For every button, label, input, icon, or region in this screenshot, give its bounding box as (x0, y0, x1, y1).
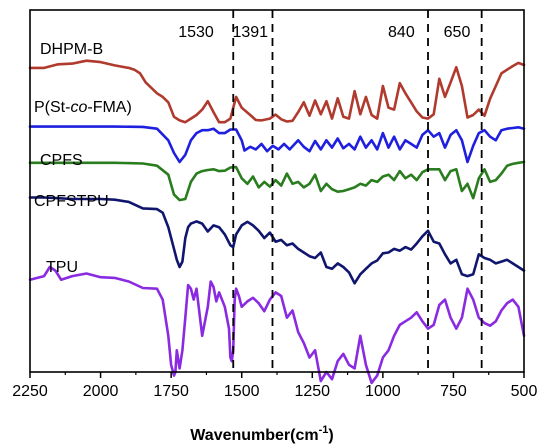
series-label-cpfstpu: CPFSTPU (34, 193, 109, 210)
reference-label-650: 650 (444, 24, 471, 41)
x-tick-label-750: 750 (440, 383, 467, 400)
reference-label-840: 840 (388, 24, 415, 41)
x-axis: 2250 2000 1750 1500 1250 1000 750 500 (12, 372, 537, 400)
series-line-p-st-co-fma (28, 125, 526, 164)
series-label-p-st-co-fma: P(St-co-FMA) (34, 99, 132, 116)
series-labels: DHPM-B P(St-co-FMA) CPFS CPFSTPU TPU (34, 41, 132, 276)
series-line-cpfstpu (28, 196, 526, 285)
series-line-dhpm-b (28, 59, 526, 124)
x-tick-label-1750: 1750 (153, 383, 189, 400)
x-tick-label-1250: 1250 (294, 383, 330, 400)
series-label-tpu: TPU (46, 259, 78, 276)
reference-label-1391: 1391 (232, 24, 268, 41)
x-tick-label-2000: 2000 (83, 383, 119, 400)
series-label-cpfs: CPFS (40, 152, 83, 169)
x-tick-label-500: 500 (511, 383, 538, 400)
reference-lines: 1530 1391 840 650 (178, 10, 483, 372)
series-line-cpfs (28, 160, 526, 202)
series-label-dhpm-b: DHPM-B (40, 41, 103, 58)
x-tick-label-1500: 1500 (224, 383, 260, 400)
x-tick-label-2250: 2250 (12, 383, 48, 400)
x-axis-title: Wavenumber(cm-1) (190, 424, 333, 444)
x-tick-label-1000: 1000 (365, 383, 401, 400)
series-line-tpu (28, 265, 526, 385)
reference-label-1530: 1530 (178, 24, 214, 41)
